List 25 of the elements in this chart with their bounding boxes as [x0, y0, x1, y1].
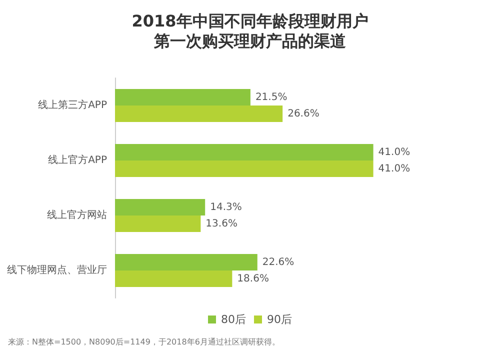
bar: [115, 216, 201, 232]
bar: [115, 254, 258, 270]
data-label: 21.5%: [255, 92, 288, 103]
bar: [115, 270, 232, 287]
legend-label: 80后: [221, 313, 246, 326]
chart-subtitle: 第一次购买理财产品的渠道: [153, 32, 347, 50]
data-label: 18.6%: [237, 273, 269, 284]
bar: [115, 199, 206, 216]
data-label: 13.6%: [206, 218, 238, 230]
bar: [115, 106, 283, 122]
legend-label: 90后: [267, 313, 292, 326]
y-tick-label: 线上官方网站: [47, 209, 107, 221]
bar: [115, 144, 374, 160]
source-note: 来源：N整体=1500，N8090后=1149，于2018年6月通过社区调研获得。: [8, 338, 280, 346]
bar: [115, 160, 374, 177]
y-tick-label: 线下物理网点、营业厅: [7, 264, 107, 276]
data-label: 41.0%: [378, 163, 410, 174]
data-label: 22.6%: [262, 256, 294, 268]
chart-title: 2018年中国不同年龄段理财用户: [132, 12, 368, 30]
data-label: 41.0%: [378, 146, 410, 158]
y-tick-label: 线上官方APP: [48, 154, 107, 166]
y-tick-label: 线上第三方APP: [38, 99, 107, 111]
bar: [115, 89, 250, 106]
data-label: 14.3%: [210, 202, 242, 213]
data-label: 26.6%: [288, 108, 320, 120]
